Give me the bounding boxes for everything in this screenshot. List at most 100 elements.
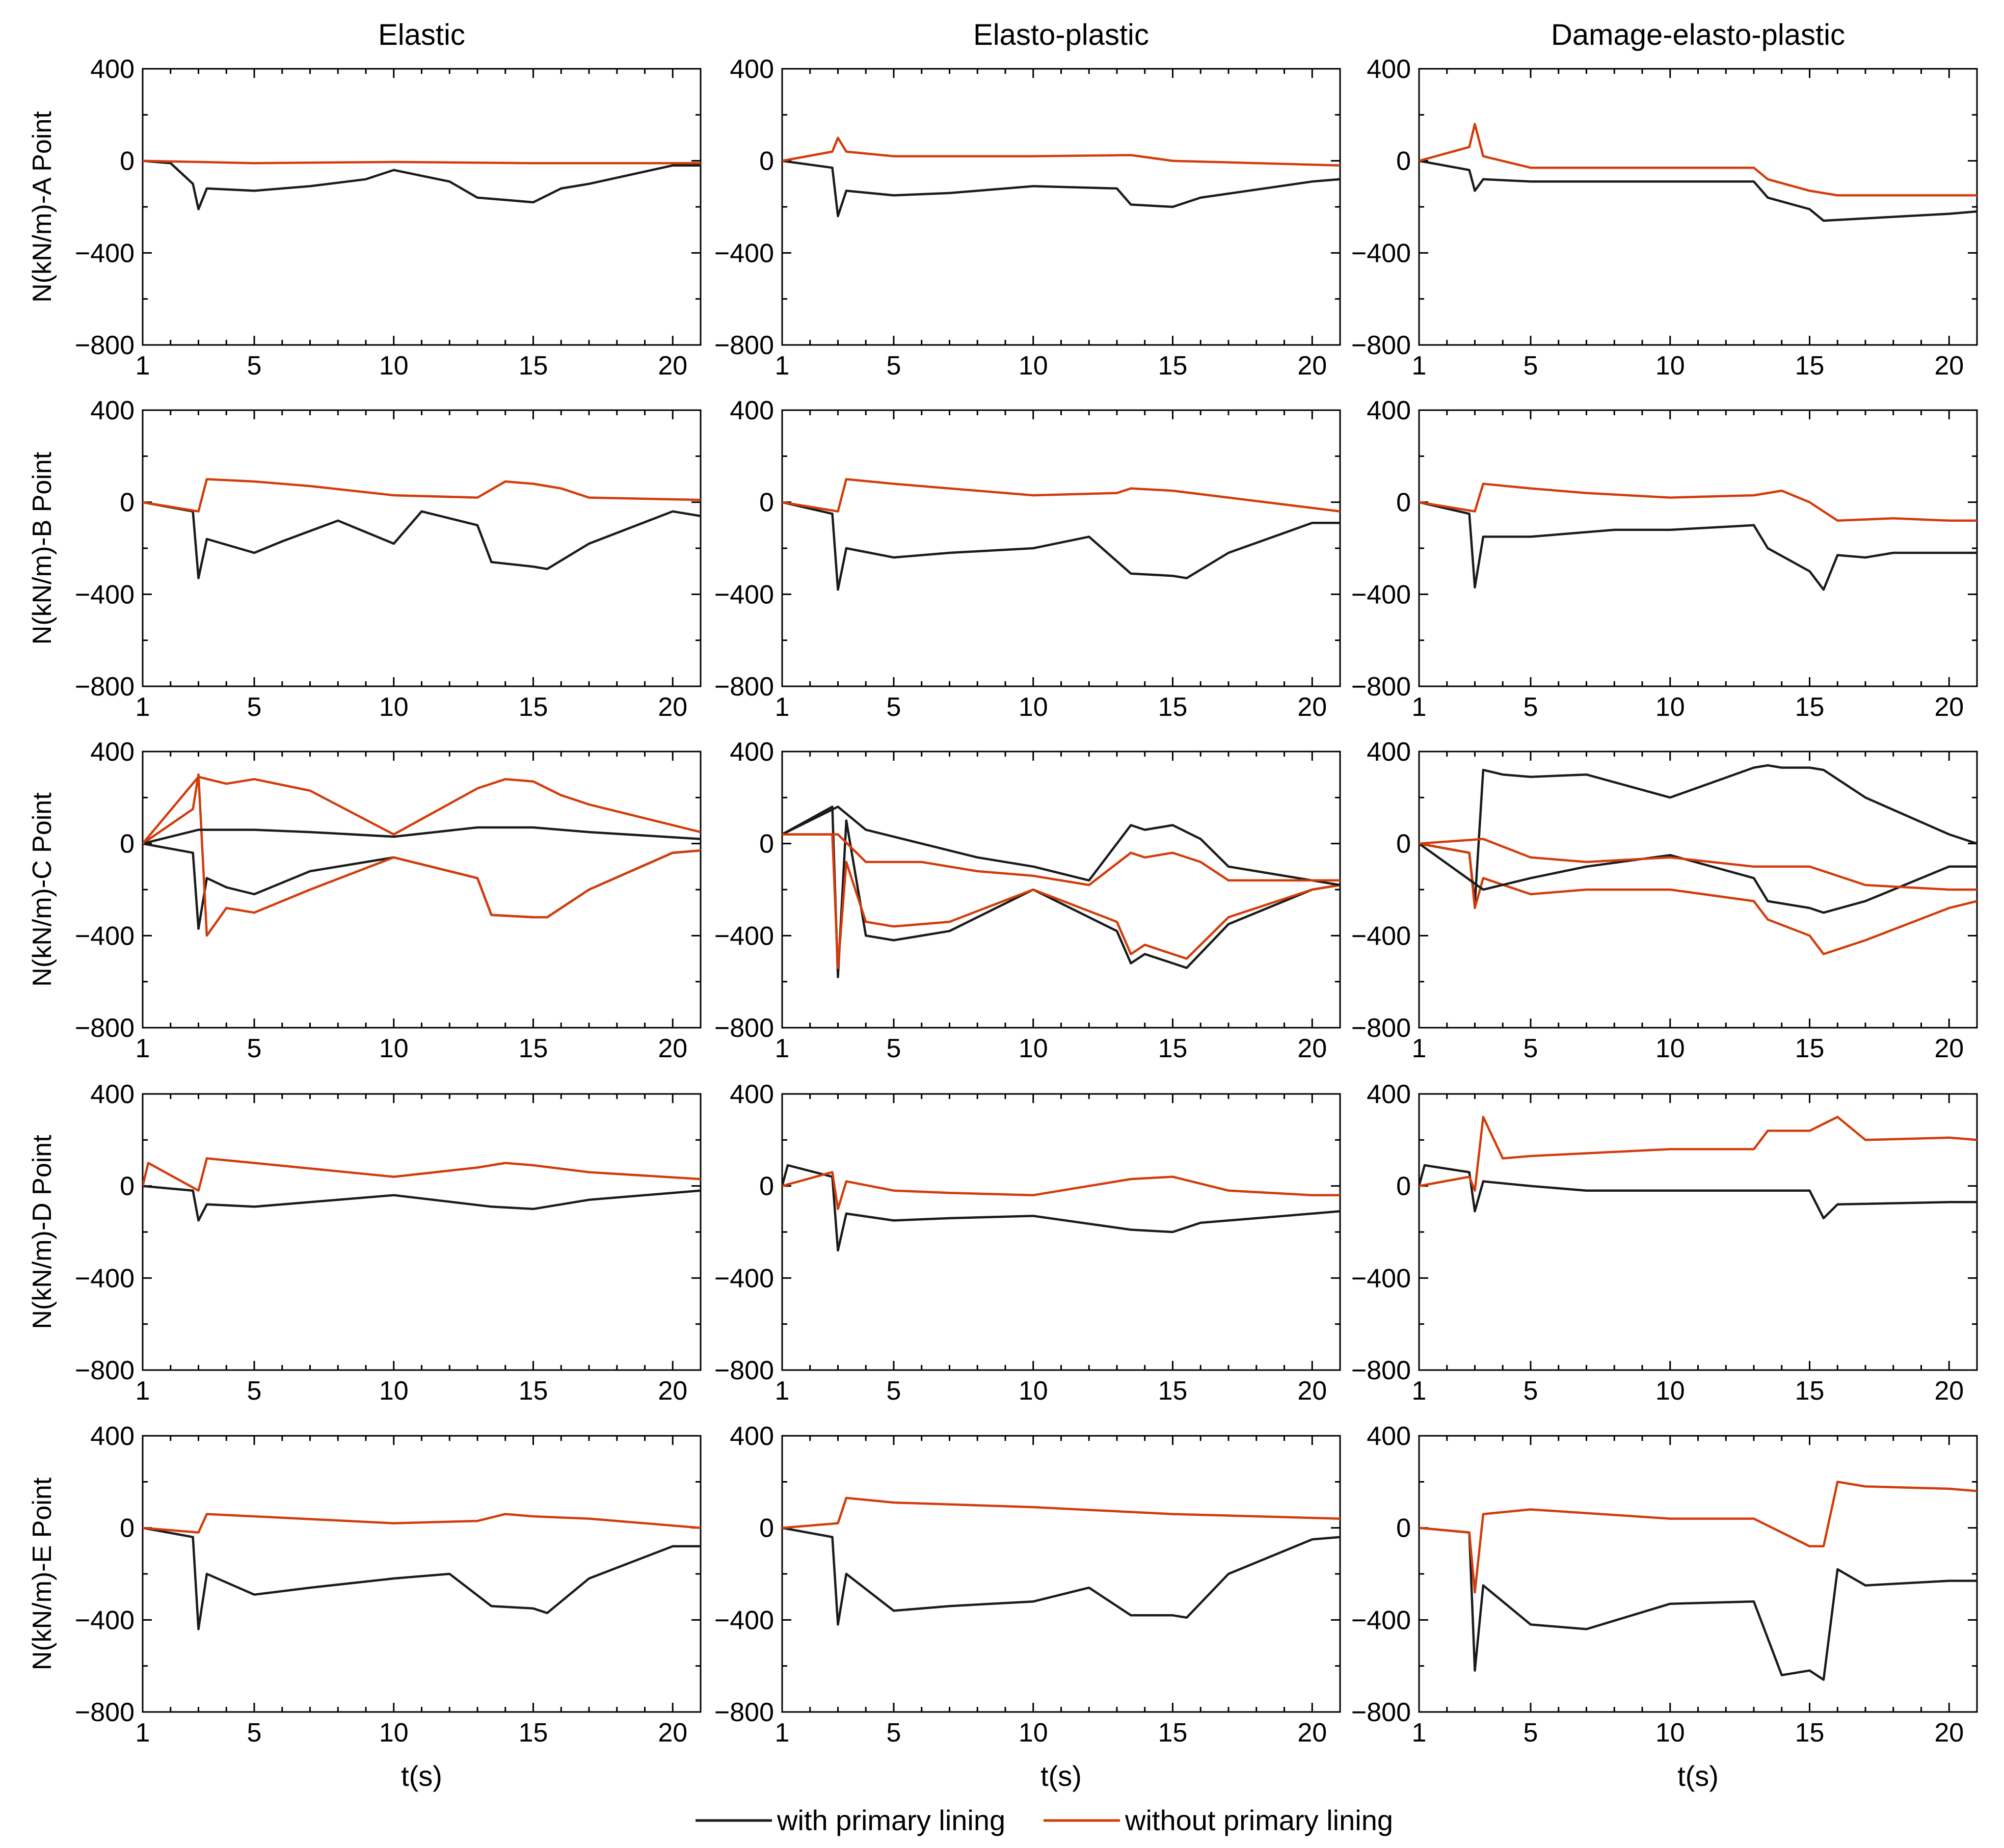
series-with-primary-lining xyxy=(782,501,1340,591)
x-tick-label: 1 xyxy=(1412,1034,1427,1063)
series-without-primary-lining xyxy=(143,1513,701,1534)
y-tick-label: −400 xyxy=(75,1605,135,1635)
y-tick-label: 400 xyxy=(90,1080,135,1109)
x-tick-label: 15 xyxy=(1795,1034,1825,1063)
plot-frame xyxy=(142,1093,702,1371)
x-tick-label: 1 xyxy=(136,351,150,381)
y-tick-label: 0 xyxy=(1396,147,1411,176)
y-tick-label: 400 xyxy=(730,1422,774,1451)
y-tick-label: −800 xyxy=(75,331,135,360)
series-without-primary-lining xyxy=(1419,838,1977,891)
x-tick-label: 20 xyxy=(1934,1376,1964,1406)
plot-frame xyxy=(1418,1093,1978,1371)
series-without-primary-lining xyxy=(782,833,1340,887)
x-tick-label: 5 xyxy=(247,351,262,381)
x-tick-label: 10 xyxy=(379,1376,409,1406)
y-axis-label: N(kN/m)-A Point xyxy=(28,111,57,303)
series-without-primary-lining xyxy=(782,1496,1340,1529)
y-tick-label: 400 xyxy=(1367,1422,1411,1451)
x-tick-label: 5 xyxy=(1524,351,1538,381)
series-with-primary-lining xyxy=(782,806,1340,978)
y-axis-label: N(kN/m)-D Point xyxy=(28,1135,57,1329)
y-tick-label: 0 xyxy=(120,488,135,518)
y-tick-label: −800 xyxy=(1351,331,1411,360)
series-without-primary-lining xyxy=(143,159,701,165)
y-tick-label: −400 xyxy=(714,1264,774,1293)
x-tick-label: 15 xyxy=(519,1034,548,1063)
x-tick-label: 1 xyxy=(136,692,150,722)
x-axis-label: t(s) xyxy=(1677,1760,1719,1792)
y-tick-label: −400 xyxy=(714,921,774,951)
series-without-primary-lining xyxy=(1419,123,1977,197)
x-tick-label: 1 xyxy=(136,1376,150,1406)
plot-frame xyxy=(781,1435,1341,1713)
x-tick-label: 20 xyxy=(1297,1376,1327,1406)
x-tick-label: 5 xyxy=(887,1718,901,1748)
y-tick-label: 400 xyxy=(90,55,135,84)
x-tick-label: 15 xyxy=(1795,1376,1825,1406)
series-without-primary-lining xyxy=(1419,842,1977,955)
y-tick-label: 400 xyxy=(90,737,135,767)
y-tick-label: 0 xyxy=(120,1514,135,1543)
x-tick-label: 10 xyxy=(379,692,409,722)
plot-frame xyxy=(142,1435,702,1713)
series-with-primary-lining xyxy=(782,806,1340,887)
series-with-primary-lining xyxy=(143,501,701,579)
plot-frame xyxy=(142,751,702,1029)
y-tick-label: −800 xyxy=(714,1698,774,1727)
series-without-primary-lining xyxy=(782,478,1340,513)
plot-frame xyxy=(142,409,702,687)
x-tick-label: 20 xyxy=(658,351,687,381)
column-title: Damage-elasto-plastic xyxy=(1551,18,1845,51)
y-tick-label: −400 xyxy=(75,580,135,609)
x-tick-label: 20 xyxy=(1934,692,1964,722)
x-tick-label: 20 xyxy=(1297,1034,1327,1063)
series-with-primary-lining xyxy=(1419,501,1977,591)
x-tick-label: 1 xyxy=(1412,1718,1427,1748)
series-with-primary-lining xyxy=(1419,159,1977,222)
x-tick-label: 10 xyxy=(1019,351,1048,381)
plot-frame xyxy=(781,751,1341,1029)
y-tick-label: −800 xyxy=(714,1356,774,1385)
series-without-primary-lining xyxy=(1419,1115,1977,1192)
x-tick-label: 15 xyxy=(1795,1718,1825,1748)
x-tick-label: 15 xyxy=(519,351,548,381)
x-axis-label: t(s) xyxy=(1040,1760,1082,1792)
series-with-primary-lining xyxy=(782,1164,1340,1252)
series-with-primary-lining xyxy=(1419,764,1977,905)
column-title: Elasto-plastic xyxy=(973,18,1149,51)
legend-label-without: without primary lining xyxy=(1125,1804,1393,1836)
y-tick-label: 0 xyxy=(759,829,774,859)
y-tick-label: 400 xyxy=(1367,55,1411,84)
x-tick-label: 15 xyxy=(1158,692,1188,722)
x-tick-label: 5 xyxy=(1524,1034,1538,1063)
y-tick-label: 0 xyxy=(120,829,135,859)
series-without-primary-lining xyxy=(143,1157,701,1192)
x-tick-label: 10 xyxy=(1019,1718,1048,1748)
x-tick-label: 15 xyxy=(1795,692,1825,722)
y-tick-label: 0 xyxy=(759,1514,774,1543)
x-tick-label: 5 xyxy=(887,1376,901,1406)
y-tick-label: 400 xyxy=(90,396,135,425)
series-with-primary-lining xyxy=(1419,1164,1977,1220)
y-tick-label: 0 xyxy=(120,1172,135,1201)
x-tick-label: 10 xyxy=(1019,692,1048,722)
x-tick-label: 5 xyxy=(1524,1376,1538,1406)
series-with-primary-lining xyxy=(782,159,1340,218)
y-tick-label: −400 xyxy=(1351,238,1411,268)
x-tick-label: 1 xyxy=(136,1034,150,1063)
x-tick-label: 5 xyxy=(247,692,262,722)
x-tick-label: 15 xyxy=(519,692,548,722)
y-tick-label: 0 xyxy=(759,147,774,176)
x-tick-label: 20 xyxy=(658,1718,687,1748)
x-tick-label: 1 xyxy=(1412,351,1427,381)
